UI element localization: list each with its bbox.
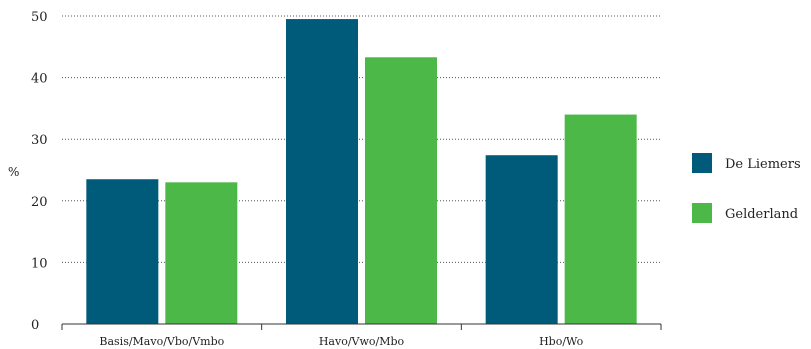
bar xyxy=(485,155,558,324)
y-tick-labels: 0 10 20 30 40 50 xyxy=(31,10,48,333)
bar xyxy=(286,19,358,325)
y-tick-label: 50 xyxy=(31,10,48,25)
x-category-label: Basis/Mavo/Vbo/Vmbo xyxy=(99,335,224,348)
legend: De Liemers Gelderland xyxy=(692,153,801,223)
y-tick-label: 0 xyxy=(31,318,39,333)
x-category-label: Hbo/Wo xyxy=(539,335,584,348)
legend-label: Gelderland xyxy=(725,207,798,222)
gridlines xyxy=(62,15,661,263)
bar xyxy=(365,57,437,324)
bar xyxy=(564,114,637,324)
legend-swatch xyxy=(692,203,712,223)
legend-label: De Liemers xyxy=(725,157,801,172)
y-tick-label: 10 xyxy=(31,256,48,271)
x-category-labels: Basis/Mavo/Vbo/Vmbo Havo/Vwo/Mbo Hbo/Wo xyxy=(99,335,583,348)
y-tick-label: 20 xyxy=(31,195,48,210)
x-category-label: Havo/Vwo/Mbo xyxy=(319,335,405,348)
axes xyxy=(61,323,662,330)
bar xyxy=(165,182,238,324)
y-axis-label: % xyxy=(8,165,19,179)
bar xyxy=(86,179,159,324)
y-tick-label: 40 xyxy=(31,72,48,87)
bars xyxy=(86,19,637,325)
y-tick-label: 30 xyxy=(31,133,48,148)
legend-swatch xyxy=(692,153,712,173)
